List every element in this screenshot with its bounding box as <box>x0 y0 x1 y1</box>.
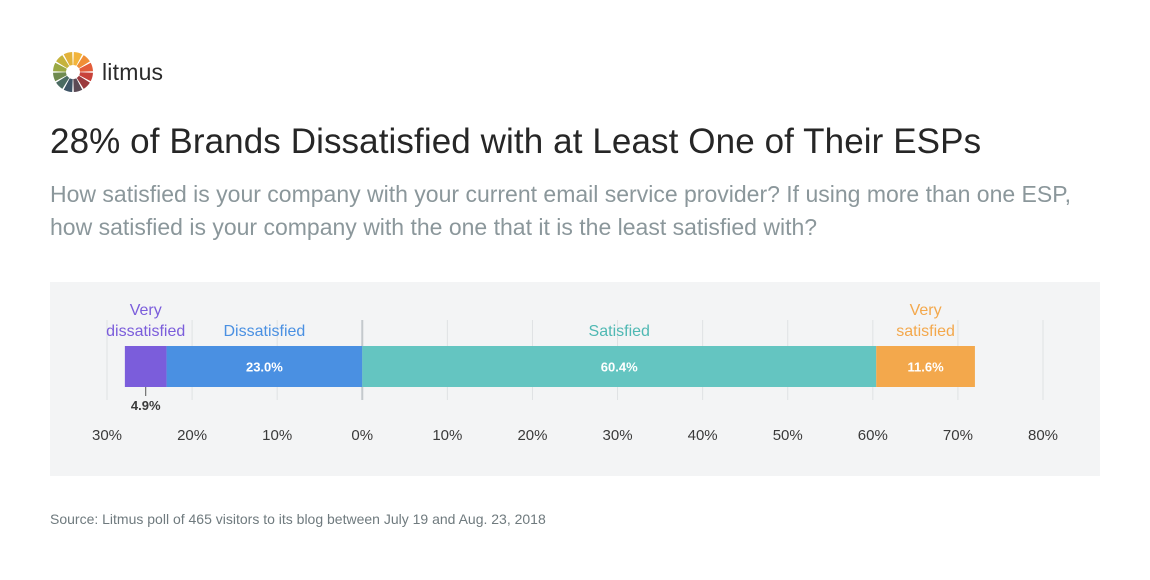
category-label: dissatisfied <box>106 323 185 340</box>
data-label: 11.6% <box>907 360 944 375</box>
tick-label: 10% <box>432 427 462 444</box>
bar-segment <box>362 346 877 387</box>
tick-label: 80% <box>1028 427 1058 444</box>
tick-label: 30% <box>603 427 633 444</box>
diverging-bar-chart: 30% 20% 10% 0% 10% 20% 30% 40% 50% 60% 70% 80% 4.9% V… <box>92 302 1058 444</box>
category-label: Satisfied <box>589 323 650 340</box>
tick-label: 20% <box>517 427 547 444</box>
tick-label: 50% <box>773 427 803 444</box>
chart-subtitle: How satisfied is your company with your … <box>50 181 1071 240</box>
category-label: Dissatisfied <box>224 323 306 340</box>
logo-wheel-segment <box>63 52 73 66</box>
litmus-logo: litmus <box>52 51 163 93</box>
chart-title: 28% of Brands Dissatisfied with at Least… <box>50 122 982 161</box>
tick-label: 70% <box>943 427 973 444</box>
category-label: Very <box>910 302 942 319</box>
data-label: 23.0% <box>246 360 283 375</box>
litmus-wheel-icon <box>53 52 93 92</box>
bar-segment <box>124 346 167 387</box>
logo-wheel-segment <box>76 55 90 69</box>
logo-wheel-segment <box>76 75 90 89</box>
tick-label: 0% <box>351 427 373 444</box>
logo-wheel-segment <box>79 62 93 72</box>
category-label: Very <box>130 302 162 319</box>
logo-wheel-segment <box>79 72 93 82</box>
logo-wheel-segment <box>53 72 67 82</box>
logo-wheel-segment <box>63 78 73 92</box>
bar-segment <box>876 346 975 387</box>
tick-label: 20% <box>177 427 207 444</box>
data-label: 4.9% <box>131 398 161 413</box>
logo-wheel-segment <box>56 55 70 69</box>
chart-panel: 30% 20% 10% 0% 10% 20% 30% 40% 50% 60% 70% 80% 4.9% V… <box>50 282 1100 476</box>
logo-wheel-segment <box>73 78 83 92</box>
bar-segment <box>166 346 363 387</box>
tick-label: 10% <box>262 427 292 444</box>
category-label: satisfied <box>896 323 955 340</box>
data-label: 60.4% <box>601 360 638 375</box>
brand-name: litmus <box>102 58 164 85</box>
source-note: Source: Litmus poll of 465 visitors to i… <box>50 511 546 527</box>
tick-label: 30% <box>92 427 122 444</box>
tick-label: 40% <box>688 427 718 444</box>
logo-wheel-segment <box>56 75 70 89</box>
tick-label: 60% <box>858 427 888 444</box>
logo-wheel-segment <box>73 52 83 66</box>
logo-wheel-segment <box>53 62 67 72</box>
